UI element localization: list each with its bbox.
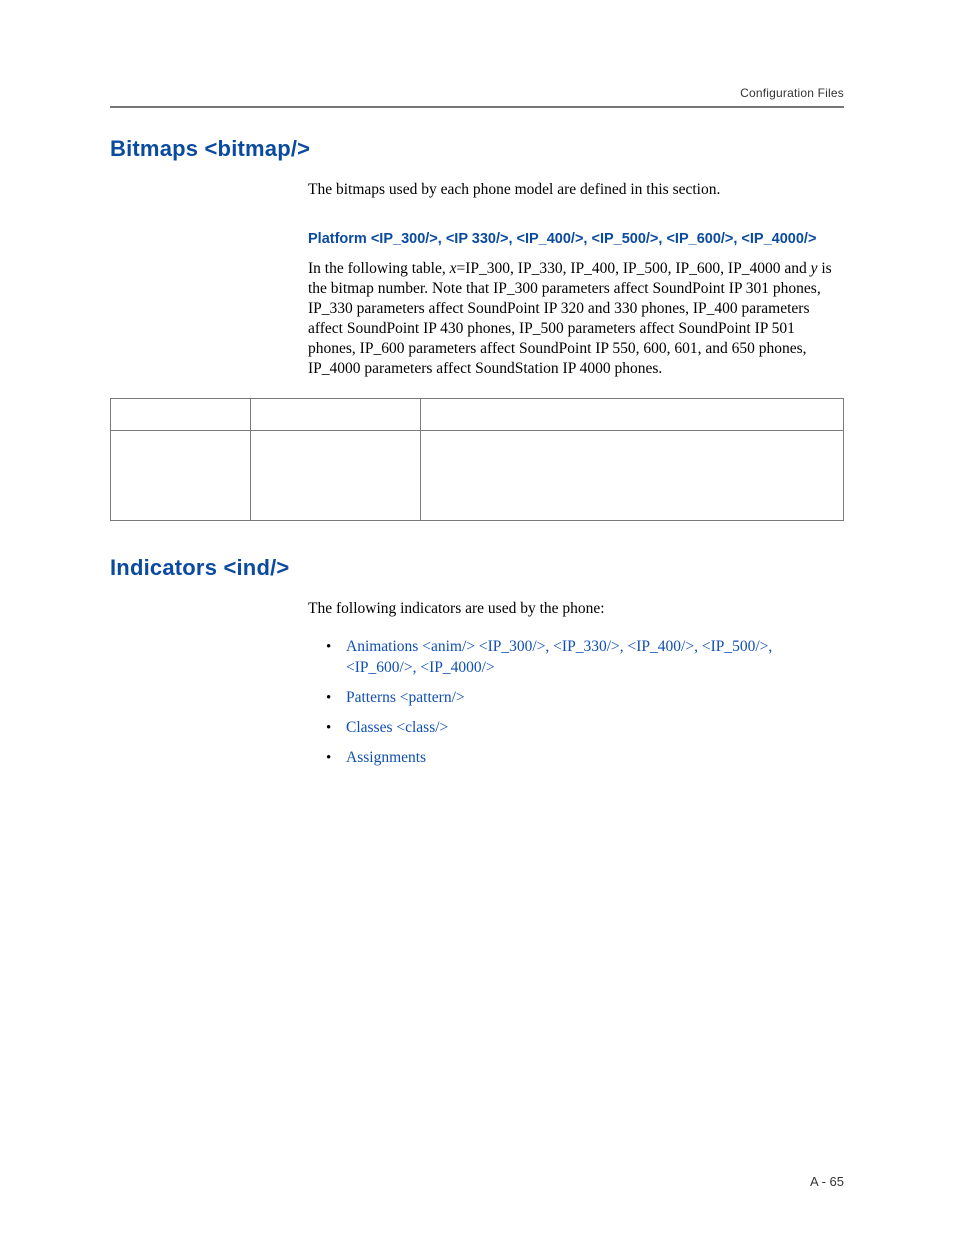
section-bitmaps-title: Bitmaps <bitmap/> [110, 136, 844, 162]
header-breadcrumb: Configuration Files [110, 86, 844, 100]
section-indicators-body: The following indicators are used by the… [308, 599, 844, 768]
table-header-cell [111, 399, 251, 431]
link-classes[interactable]: Classes <class/> [346, 719, 448, 736]
section-bitmaps-body: The bitmaps used by each phone model are… [308, 180, 844, 378]
platform-body: In the following table, x=IP_300, IP_330… [308, 259, 844, 378]
table-cell [111, 431, 251, 521]
platform-heading: Platform <IP_300/>, <IP 330/>, <IP_400/>… [308, 230, 844, 250]
platform-body-x: x [450, 260, 457, 277]
platform-body-prefix: In the following table, [308, 260, 450, 277]
bitmaps-intro: The bitmaps used by each phone model are… [308, 180, 844, 200]
list-item: Classes <class/> [326, 718, 844, 739]
link-assignments[interactable]: Assignments [346, 749, 426, 766]
table-row [111, 431, 844, 521]
list-item: Assignments [326, 748, 844, 769]
table-cell [421, 431, 844, 521]
indicators-intro: The following indicators are used by the… [308, 599, 844, 619]
link-patterns[interactable]: Patterns <pattern/> [346, 689, 465, 706]
link-animations[interactable]: Animations <anim/> <IP_300/>, <IP_330/>,… [346, 638, 772, 676]
list-item: Patterns <pattern/> [326, 688, 844, 709]
page-number: A - 65 [810, 1174, 844, 1189]
table-header-row [111, 399, 844, 431]
platform-body-suffix: is the bitmap number. Note that IP_300 p… [308, 260, 832, 376]
header-rule [110, 106, 844, 108]
indicators-list: Animations <anim/> <IP_300/>, <IP_330/>,… [308, 637, 844, 769]
table-cell [251, 431, 421, 521]
bitmaps-table [110, 398, 844, 521]
section-indicators-title: Indicators <ind/> [110, 555, 844, 581]
platform-body-mid1: =IP_300, IP_330, IP_400, IP_500, IP_600,… [457, 260, 811, 277]
table-header-cell [421, 399, 844, 431]
page: Configuration Files Bitmaps <bitmap/> Th… [0, 0, 954, 769]
list-item: Animations <anim/> <IP_300/>, <IP_330/>,… [326, 637, 844, 679]
table-header-cell [251, 399, 421, 431]
